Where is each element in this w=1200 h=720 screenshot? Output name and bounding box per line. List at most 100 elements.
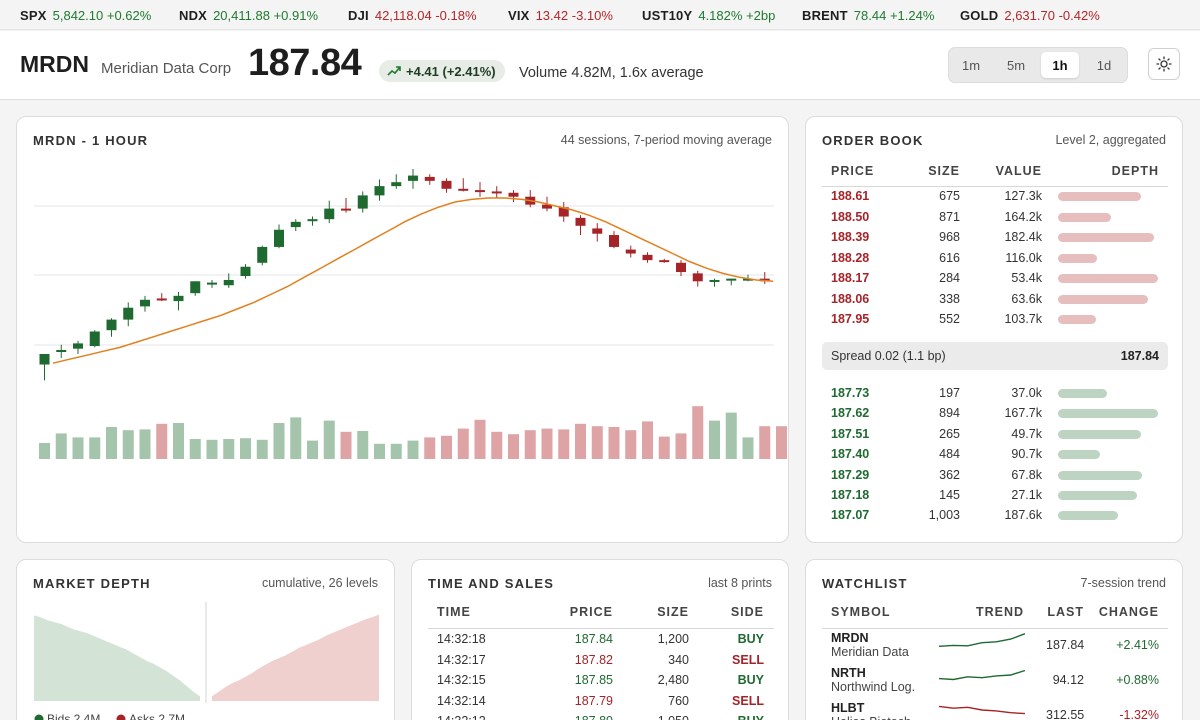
watchlist-last: 187.84	[1046, 638, 1085, 652]
depth-bar	[1058, 450, 1100, 460]
candle	[89, 330, 100, 348]
timeframe-selector: 1m 5m 1h 1d	[948, 47, 1128, 83]
depth-bar	[1058, 274, 1158, 283]
ticker-symbol: DJI	[348, 8, 369, 23]
order-price[interactable]: 188.06	[831, 291, 870, 306]
col-value: VALUE	[995, 164, 1042, 178]
volume-bar	[441, 435, 452, 459]
candle	[257, 245, 268, 266]
volume-bar	[273, 423, 285, 459]
candle	[106, 318, 117, 337]
time-sales-card: TIME AND SALES last 8 prints TIME PRICE …	[411, 559, 789, 720]
moving-average-line	[52, 197, 774, 364]
volume-bar	[524, 430, 536, 459]
ticker-value: 78.44	[853, 8, 887, 23]
depth-bar	[1058, 511, 1118, 521]
order-price[interactable]: 188.39	[831, 230, 870, 244]
price-chart[interactable]	[17, 117, 789, 543]
order-price[interactable]: 187.62	[831, 406, 870, 421]
col-trend: TREND	[975, 605, 1024, 619]
ticker-value: 13.42	[535, 8, 569, 23]
ticker-item[interactable]: UST10Y 4.182% +2bp	[642, 8, 775, 23]
candle	[190, 281, 201, 296]
candle	[391, 174, 402, 189]
timeframe-1d[interactable]: 1d	[1096, 57, 1112, 73]
trade-price: 187.84	[574, 632, 613, 646]
ticker-symbol: BRENT	[802, 8, 848, 23]
timeframe-1m[interactable]: 1m	[961, 57, 981, 73]
volume-bar	[725, 412, 737, 459]
candle	[408, 168, 418, 189]
ticker-bar: SPX 5,842.10 +0.62% NDX 20,411.88 +0.91% DJI…	[0, 0, 1200, 30]
ticker-item[interactable]: SPX 5,842.10 +0.62%	[20, 8, 151, 23]
col-time: TIME	[437, 605, 471, 619]
order-size: 552	[939, 312, 960, 326]
order-price[interactable]: 187.95	[831, 312, 870, 326]
trade-price: 187.80	[562, 714, 613, 720]
ticker-value: 20,411.88	[213, 8, 270, 23]
candle	[123, 302, 134, 327]
volume-bar	[307, 440, 318, 459]
order-price[interactable]: 187.07	[831, 508, 870, 523]
order-size: 338	[939, 291, 960, 306]
trade-size: 340	[668, 652, 689, 667]
volume-bar	[407, 440, 419, 459]
watchlist-last: 94.12	[1052, 673, 1084, 687]
timeframe-5m[interactable]: 5m	[1006, 57, 1026, 73]
order-size: 1,003	[928, 508, 960, 523]
volume-text: Volume 4.82M, 1.6x average	[519, 65, 704, 81]
timeframe-1h[interactable]: 1h	[1041, 52, 1079, 78]
asks-depth-area	[212, 614, 379, 701]
volume-bar	[776, 426, 787, 459]
trade-size: 2,480	[657, 673, 689, 687]
order-price[interactable]: 188.28	[831, 250, 870, 265]
ticker-item[interactable]: GOLD 2,631.70 -0.42%	[960, 8, 1100, 23]
order-price[interactable]: 187.73	[831, 386, 870, 400]
last-price: 187.84	[248, 42, 362, 84]
depth-legend-item: Asks 2.7M	[116, 712, 185, 720]
candle	[508, 190, 519, 202]
ticker-item[interactable]: VIX 13.42 -3.10%	[508, 8, 613, 23]
order-price[interactable]: 187.40	[831, 447, 870, 462]
depth-bar	[1058, 389, 1107, 398]
order-price[interactable]: 188.50	[831, 209, 870, 224]
volume-bar	[106, 427, 117, 459]
order-size: 145	[939, 488, 960, 502]
candle	[609, 231, 619, 249]
ticker-symbol: NDX	[179, 8, 208, 23]
order-price[interactable]: 188.17	[831, 271, 870, 285]
volume-bar	[139, 429, 151, 459]
volume-bar	[39, 443, 50, 459]
ticker-item[interactable]: NDX 20,411.88 +0.91%	[179, 8, 318, 23]
volume-bar	[658, 436, 670, 459]
watchlist-change: +0.88%	[1116, 673, 1159, 687]
trade-size: 760	[668, 693, 689, 708]
volume-bar	[742, 437, 754, 459]
ticker-item[interactable]: DJI 42,118.04 -0.18%	[348, 8, 477, 23]
candle	[592, 223, 603, 242]
order-value: 53.4k	[1011, 271, 1042, 285]
ticker-value: 4.182%	[698, 8, 743, 23]
volume-bar	[290, 417, 302, 459]
volume-bar	[591, 426, 603, 459]
chart-title: MRDN - 1 HOUR	[33, 133, 149, 148]
volume-bar	[240, 438, 251, 459]
header-divider	[822, 186, 1168, 187]
candle	[642, 252, 653, 263]
theme-toggle-button[interactable]	[1148, 48, 1180, 80]
candle	[223, 273, 234, 288]
depth-chart[interactable]: Bids 2.4M Asks 2.7M	[17, 560, 395, 720]
ticker-change: -0.42%	[1058, 8, 1100, 23]
change-text: +4.41 (+2.41%)	[406, 63, 496, 79]
trade-side: BUY	[737, 632, 764, 646]
order-price[interactable]: 187.29	[831, 467, 870, 482]
order-price[interactable]: 187.18	[831, 488, 870, 502]
volume-bar	[390, 443, 402, 459]
order-price[interactable]: 188.61	[831, 189, 870, 203]
watchlist-company: Helios Biotech	[831, 715, 911, 720]
volume-bar	[457, 428, 469, 459]
order-price[interactable]: 187.51	[831, 426, 870, 441]
volume-bar	[558, 429, 570, 459]
trade-time: 14:32:18	[437, 632, 486, 646]
ticker-item[interactable]: BRENT 78.44 +1.24%	[802, 8, 934, 23]
